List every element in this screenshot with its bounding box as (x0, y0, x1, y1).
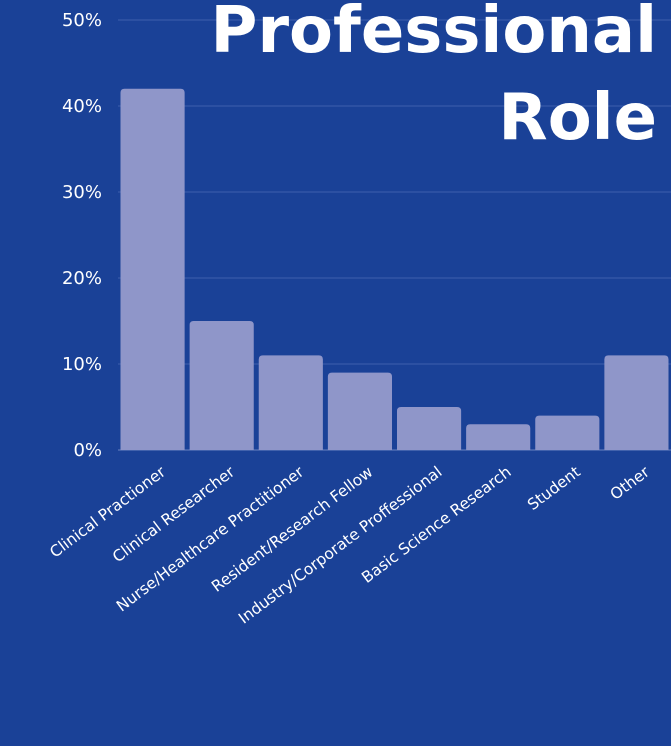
bar (466, 424, 531, 450)
chart-title-line-2: Role (498, 81, 657, 155)
x-category-label: Clinical Practioner (46, 462, 169, 561)
x-category-label: Clinical Researcher (109, 462, 238, 566)
bar (604, 355, 669, 450)
y-tick-label: 10% (62, 354, 102, 375)
bar (535, 415, 600, 450)
y-tick-label: 50% (62, 10, 102, 31)
bar (120, 88, 185, 451)
bars (120, 88, 669, 451)
chart-title-line-1: Professional (211, 0, 657, 68)
bar (327, 372, 392, 450)
y-tick-label: 20% (62, 268, 102, 289)
y-tick-label: 0% (73, 440, 102, 461)
bar (189, 321, 254, 450)
y-tick-label: 30% (62, 182, 102, 203)
y-axis-tick-labels: 0% 10% 20% 30% 40% 50% (62, 10, 102, 461)
y-tick-label: 40% (62, 96, 102, 117)
chart-title-group: Professional Role (211, 0, 657, 155)
bar (397, 407, 462, 450)
bar (258, 355, 323, 450)
x-category-label: Student (524, 463, 584, 514)
x-category-label: Other (607, 462, 653, 503)
